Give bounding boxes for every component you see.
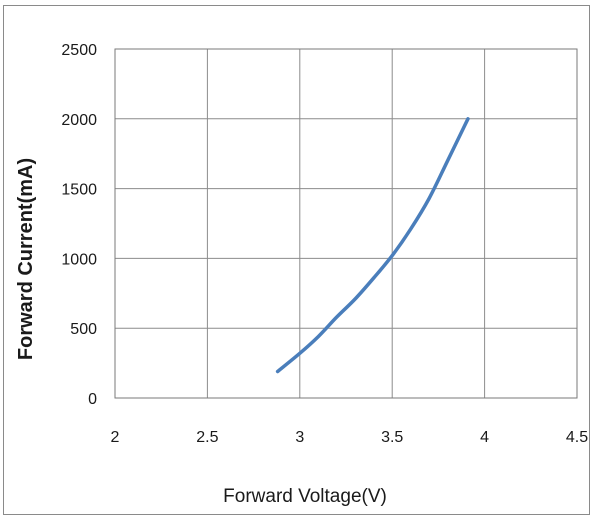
y-tick-label: 2500	[61, 42, 97, 59]
y-axis-label: Forward Current(mA)	[15, 158, 37, 360]
plot-area-border	[114, 48, 578, 399]
y-tick-label: 2000	[61, 112, 97, 129]
y-tick-labels: 0 500 1000 1500 2000 2500	[61, 42, 97, 408]
y-tick-label: 0	[88, 391, 97, 408]
x-tick-label: 2	[111, 429, 120, 446]
x-axis-label: Forward Voltage(V)	[223, 486, 387, 507]
y-tick-label: 500	[70, 321, 97, 338]
x-tick-label: 4	[480, 429, 489, 446]
y-tick-label: 1000	[61, 251, 97, 268]
series-group	[275, 117, 470, 374]
series-line	[275, 117, 470, 374]
grid-lines	[114, 48, 578, 399]
y-tick-label: 1500	[61, 182, 97, 199]
x-tick-label: 2.5	[196, 429, 218, 446]
x-tick-label: 4.5	[566, 429, 588, 446]
x-tick-label: 3	[295, 429, 304, 446]
x-tick-label: 3.5	[381, 429, 403, 446]
x-tick-labels: 2 2.5 3 3.5 4 4.5	[111, 429, 589, 446]
plot-border	[114, 48, 578, 399]
chart-frame	[3, 5, 590, 515]
